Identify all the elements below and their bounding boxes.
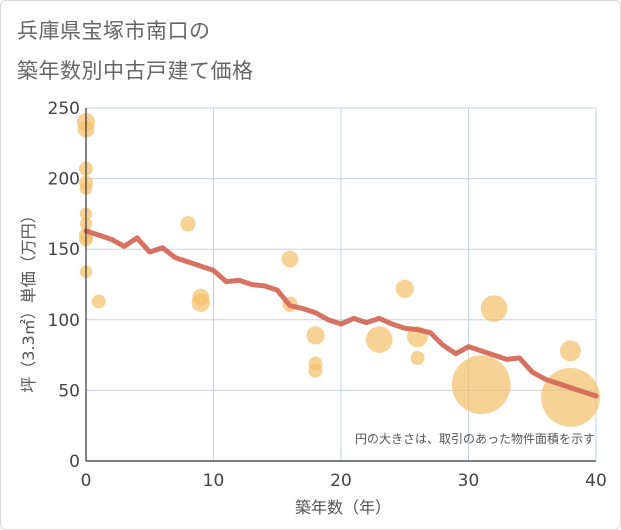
data-point (180, 216, 196, 232)
x-tick-label: 10 (203, 471, 225, 491)
data-point (410, 350, 425, 365)
x-axis-label: 築年数（年） (295, 498, 391, 517)
y-tick-label: 150 (48, 240, 80, 260)
data-point (451, 355, 511, 415)
data-point (480, 295, 508, 322)
trend-line-group (83, 228, 599, 399)
chart-title-line2: 築年数別中古戸建て価格 (17, 59, 254, 83)
y-tick-label: 50 (58, 381, 80, 401)
data-point (365, 326, 393, 353)
x-tick-label: 40 (585, 471, 607, 491)
x-tick-label: 0 (81, 471, 92, 491)
x-tick-label: 30 (458, 471, 480, 491)
y-tick-label: 200 (48, 170, 80, 190)
data-point (281, 250, 299, 268)
y-tick-label: 250 (48, 99, 80, 119)
y-tick-label: 0 (69, 452, 80, 472)
data-point (560, 340, 581, 362)
grid-lines (85, 107, 597, 462)
bubble-size-note: 円の大きさは、取引のあった物件面積を示す (355, 431, 595, 446)
data-point (191, 293, 210, 312)
y-axis-label: 坪（3.3㎡）単価（万円） (19, 207, 38, 392)
data-point (91, 294, 106, 309)
y-tick-label: 100 (48, 311, 80, 331)
data-point (306, 326, 325, 345)
bubbles (76, 113, 600, 427)
axes: 0 50 100 150 200 250 0 10 20 30 40 (48, 99, 607, 491)
data-point (308, 363, 323, 378)
x-tick-label: 20 (330, 471, 352, 491)
data-point (541, 368, 600, 427)
data-point (395, 279, 414, 298)
chart-title-line1: 兵庫県宝塚市南口の (17, 19, 211, 43)
trend-line (83, 228, 599, 399)
